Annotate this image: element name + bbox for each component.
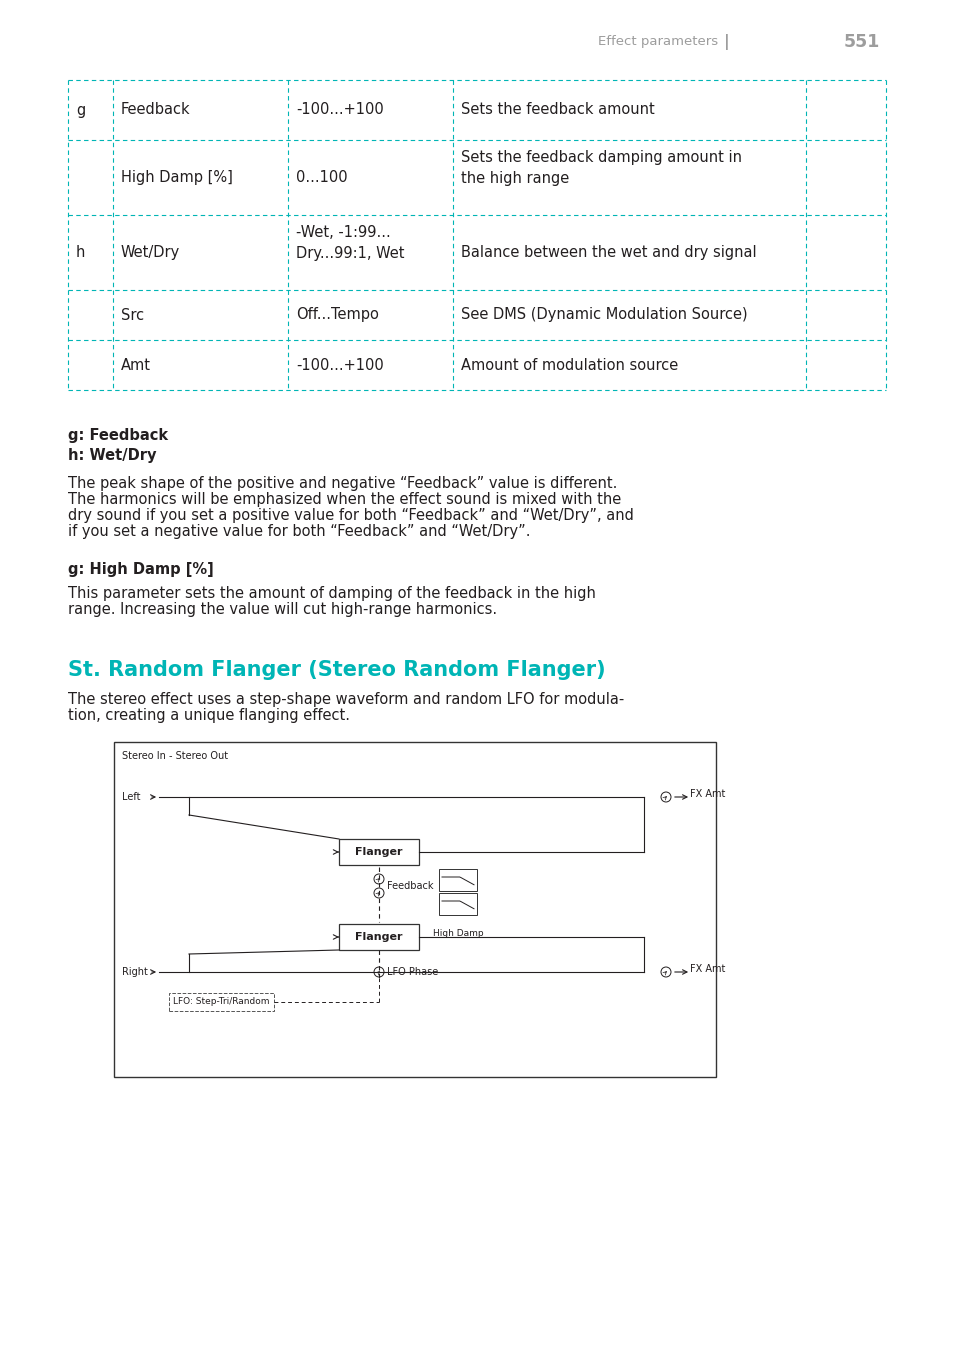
Text: Sets the feedback damping amount in
the high range: Sets the feedback damping amount in the … <box>460 150 741 185</box>
Text: High Damp [%]: High Damp [%] <box>121 171 233 185</box>
Text: if you set a negative value for both “Feedback” and “Wet/Dry”.: if you set a negative value for both “Fe… <box>68 524 530 539</box>
Text: -100...+100: -100...+100 <box>295 357 383 372</box>
Bar <box>438 894 476 915</box>
Text: 0...100: 0...100 <box>295 171 347 185</box>
Text: Wet/Dry: Wet/Dry <box>121 245 180 260</box>
Text: Feedback: Feedback <box>387 881 433 891</box>
Text: Right: Right <box>122 967 148 978</box>
Text: Left: Left <box>122 792 140 802</box>
Bar <box>169 992 274 1011</box>
Text: Amt: Amt <box>121 357 151 372</box>
Text: g: High Damp [%]: g: High Damp [%] <box>68 562 213 577</box>
Text: g: g <box>76 103 85 118</box>
Text: FX Amt: FX Amt <box>689 964 724 974</box>
Bar <box>113 742 716 1076</box>
Text: |: | <box>723 34 729 50</box>
Text: range. Increasing the value will cut high-range harmonics.: range. Increasing the value will cut hig… <box>68 603 497 617</box>
Text: Flanger: Flanger <box>355 848 402 857</box>
Text: h: Wet/Dry: h: Wet/Dry <box>68 448 156 463</box>
Text: tion, creating a unique flanging effect.: tion, creating a unique flanging effect. <box>68 708 350 723</box>
Text: Sets the feedback amount: Sets the feedback amount <box>460 103 654 118</box>
Text: This parameter sets the amount of damping of the feedback in the high: This parameter sets the amount of dampin… <box>68 586 596 601</box>
Text: St. Random Flanger (Stereo Random Flanger): St. Random Flanger (Stereo Random Flange… <box>68 659 605 680</box>
Text: Off...Tempo: Off...Tempo <box>295 307 378 322</box>
Text: Effect parameters: Effect parameters <box>598 35 718 49</box>
Bar <box>338 839 418 865</box>
Text: -100...+100: -100...+100 <box>295 103 383 118</box>
Text: Src: Src <box>121 307 144 322</box>
Text: LFO: Step-Tri/Random: LFO: Step-Tri/Random <box>173 998 270 1006</box>
Text: 551: 551 <box>842 32 879 51</box>
Text: See DMS (Dynamic Modulation Source): See DMS (Dynamic Modulation Source) <box>460 307 747 322</box>
Text: FX Amt: FX Amt <box>689 789 724 799</box>
Bar <box>338 923 418 951</box>
Text: LFO Phase: LFO Phase <box>387 967 437 978</box>
Text: The peak shape of the positive and negative “Feedback” value is different.: The peak shape of the positive and negat… <box>68 477 617 492</box>
Text: The harmonics will be emphasized when the effect sound is mixed with the: The harmonics will be emphasized when th… <box>68 492 620 506</box>
Bar <box>438 869 476 891</box>
Text: g: Feedback: g: Feedback <box>68 428 168 443</box>
Text: h: h <box>76 245 85 260</box>
Text: Flanger: Flanger <box>355 932 402 942</box>
Text: The stereo effect uses a step-shape waveform and random LFO for modula-: The stereo effect uses a step-shape wave… <box>68 692 623 707</box>
Text: Balance between the wet and dry signal: Balance between the wet and dry signal <box>460 245 756 260</box>
Text: Stereo In - Stereo Out: Stereo In - Stereo Out <box>122 751 228 761</box>
Text: dry sound if you set a positive value for both “Feedback” and “Wet/Dry”, and: dry sound if you set a positive value fo… <box>68 508 633 523</box>
Text: Amount of modulation source: Amount of modulation source <box>460 357 678 372</box>
Text: -Wet, -1:99...
Dry...99:1, Wet: -Wet, -1:99... Dry...99:1, Wet <box>295 225 404 261</box>
Text: High Damp: High Damp <box>433 929 483 938</box>
Text: Feedback: Feedback <box>121 103 191 118</box>
